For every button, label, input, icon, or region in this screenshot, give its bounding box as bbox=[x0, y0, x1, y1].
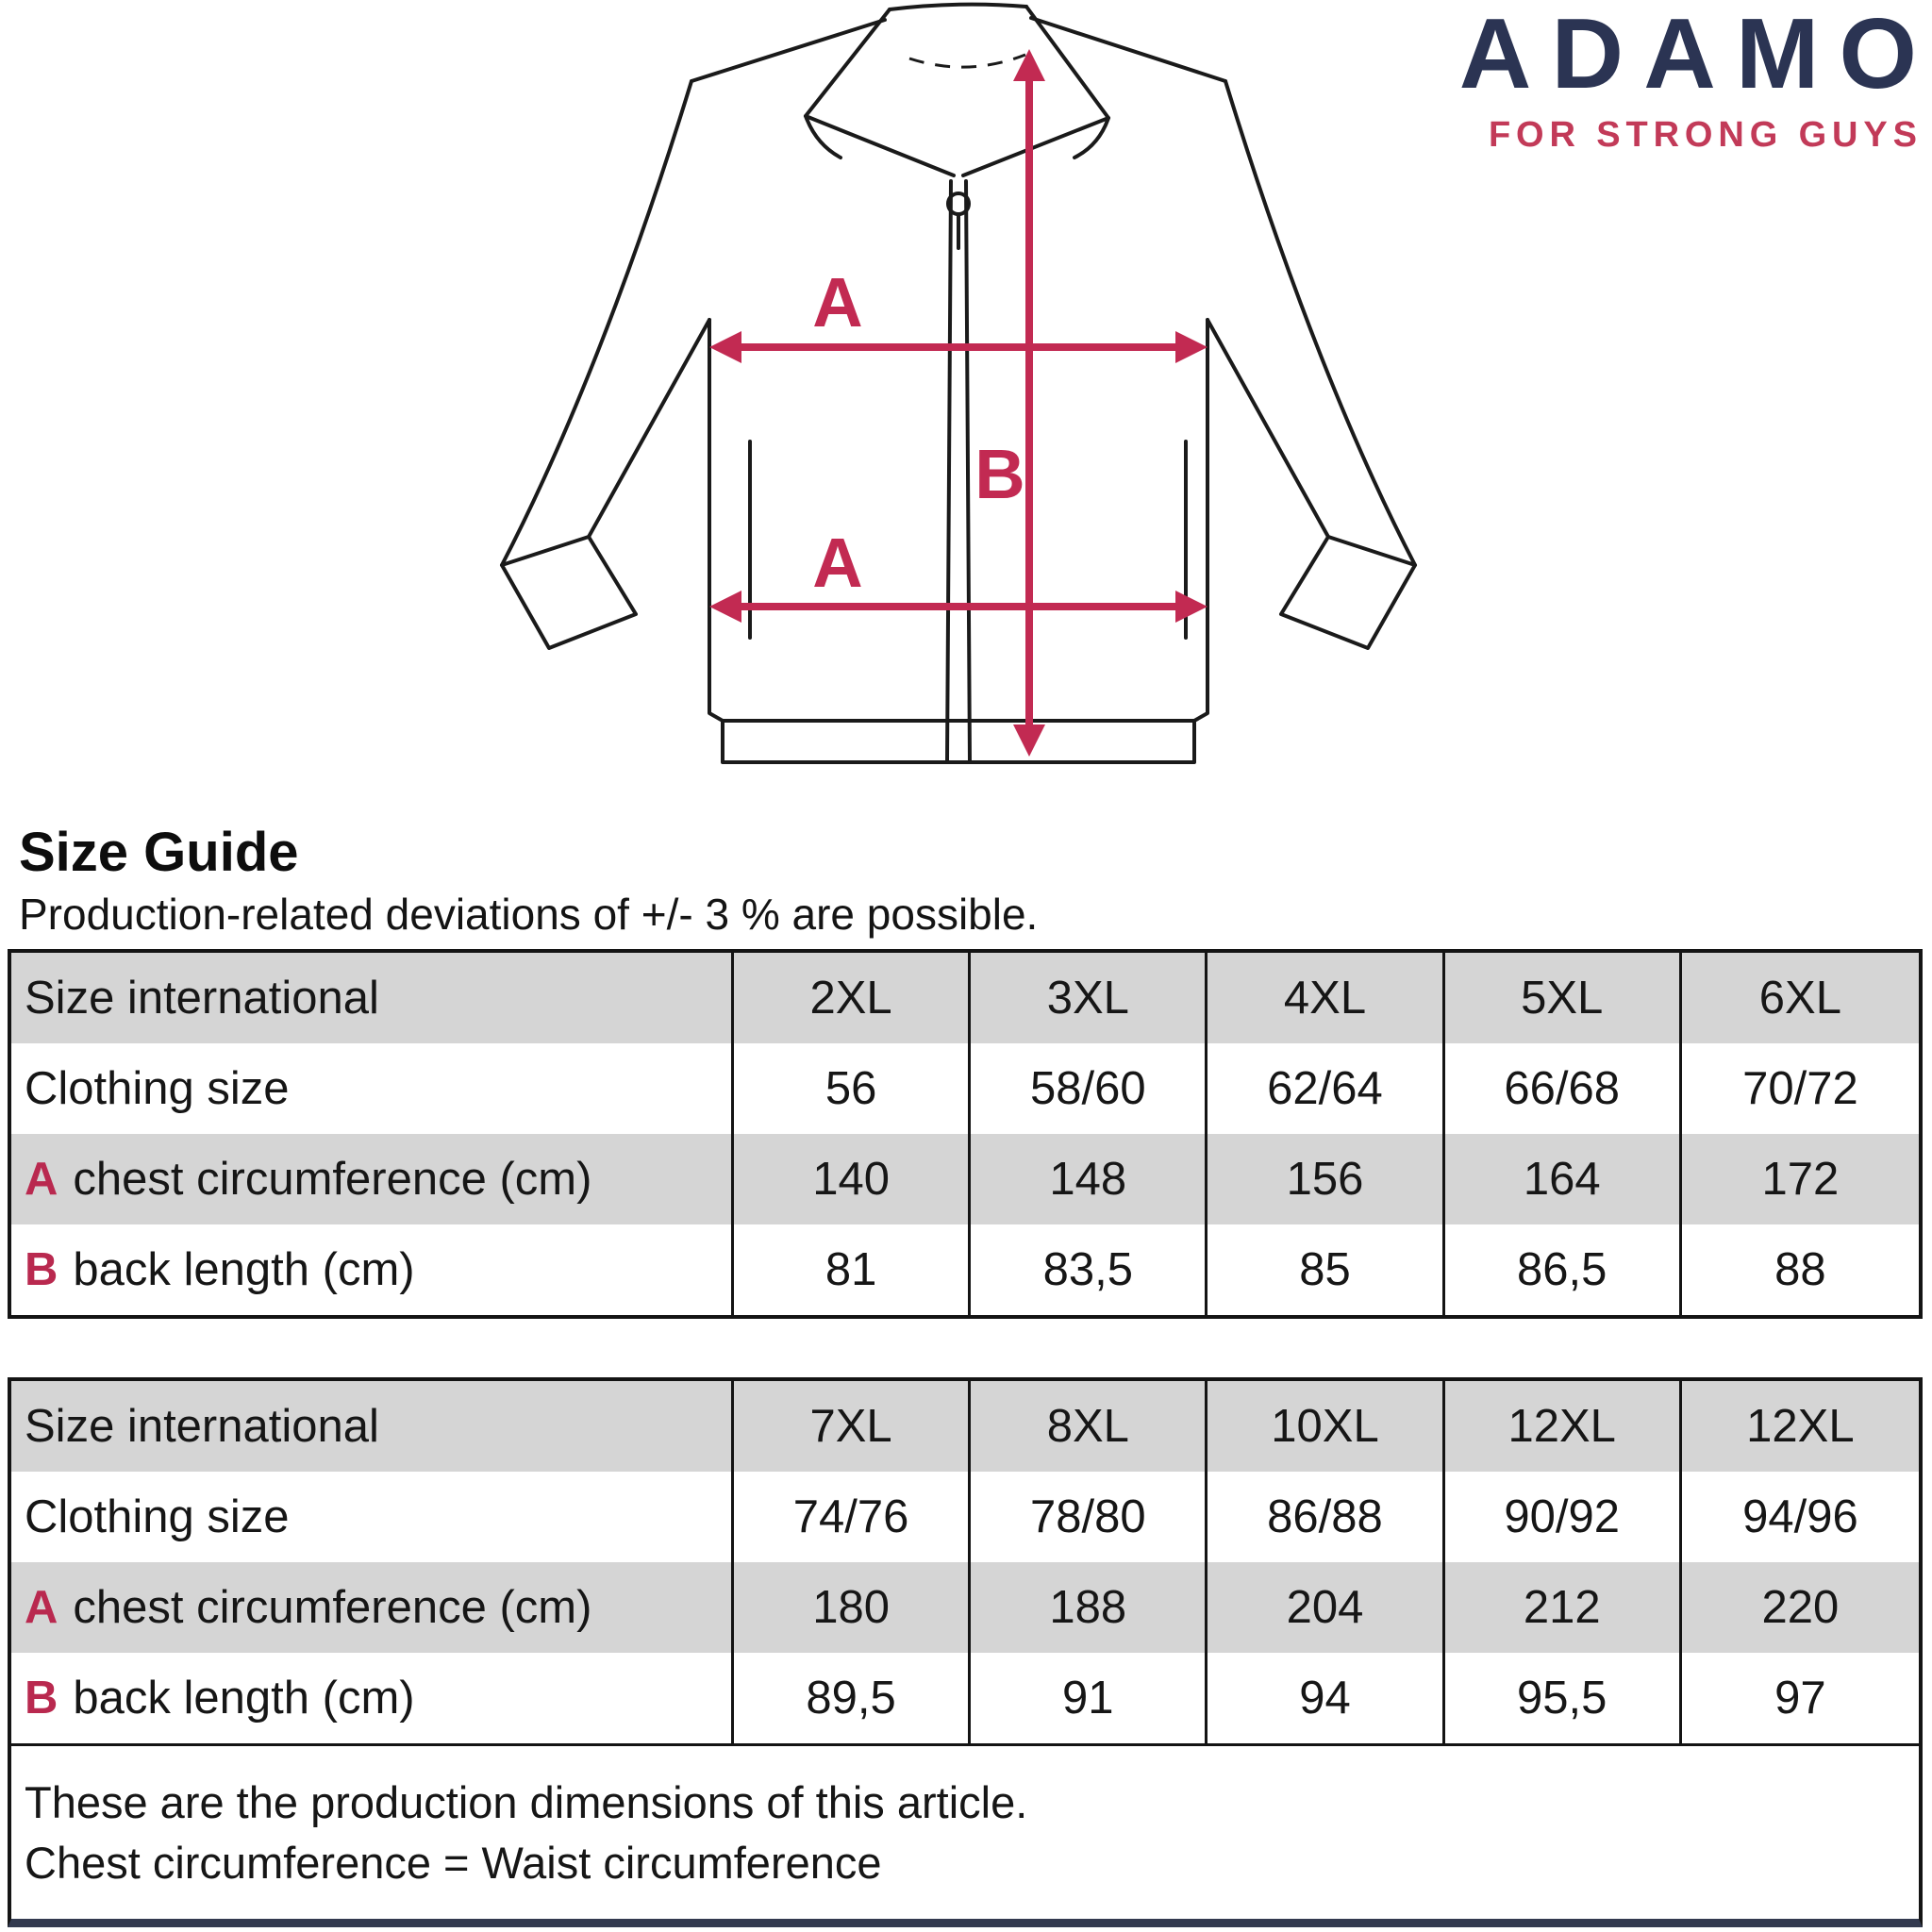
neckline-dashed-line bbox=[908, 53, 1026, 69]
page-title: Size Guide bbox=[19, 822, 299, 883]
size-table-1: Size international 2XL 3XL 4XL 5XL 6XL Clothin… bbox=[8, 949, 1923, 1319]
row-label-text: Clothing size bbox=[25, 1491, 290, 1542]
row-label-text: back length (cm) bbox=[73, 1244, 415, 1295]
table-cell: 164 bbox=[1444, 1134, 1682, 1224]
table-cell: 78/80 bbox=[971, 1472, 1208, 1562]
table-cell: 95,5 bbox=[1445, 1653, 1682, 1743]
row-label-text: Size international bbox=[25, 973, 379, 1024]
table-cell: 5XL bbox=[1444, 953, 1682, 1043]
table-cell: 91 bbox=[971, 1653, 1208, 1743]
table-cell: 172 bbox=[1681, 1134, 1919, 1224]
table-cell: 4XL bbox=[1208, 953, 1445, 1043]
row-label: Size international bbox=[11, 1381, 734, 1472]
jacket-measurement-diagram: A A B bbox=[500, 2, 1417, 764]
table-cell: 90/92 bbox=[1445, 1472, 1682, 1562]
table-cell: 83,5 bbox=[971, 1224, 1208, 1315]
table-cell: 58/60 bbox=[971, 1043, 1208, 1134]
table-cell: 62/64 bbox=[1208, 1043, 1445, 1134]
table-cell: 6XL bbox=[1681, 953, 1919, 1043]
table-cell: 3XL bbox=[971, 953, 1208, 1043]
table-cell: 220 bbox=[1681, 1562, 1919, 1653]
row-label-text: chest circumference (cm) bbox=[73, 1154, 592, 1205]
label-b-length: B bbox=[974, 435, 1024, 513]
row-prefix-letter: B bbox=[25, 1673, 58, 1724]
table-cell: 56 bbox=[734, 1043, 972, 1134]
table-footer-note: These are the production dimensions of t… bbox=[11, 1743, 1919, 1919]
row-label-text: Size international bbox=[25, 1401, 379, 1452]
row-prefix-letter: A bbox=[25, 1582, 58, 1633]
table-cell: 66/68 bbox=[1445, 1043, 1682, 1134]
table-cell: 10XL bbox=[1208, 1381, 1445, 1472]
table-cell: 188 bbox=[971, 1562, 1208, 1653]
table-cell: 89,5 bbox=[734, 1653, 972, 1743]
row-label: Clothing size bbox=[11, 1472, 734, 1562]
table-cell: 81 bbox=[734, 1224, 972, 1315]
label-a-hem: A bbox=[812, 524, 862, 602]
table-cell: 180 bbox=[734, 1562, 972, 1653]
table-cell: 86/88 bbox=[1208, 1472, 1445, 1562]
table-cell: 85 bbox=[1208, 1224, 1445, 1315]
measurement-arrows bbox=[709, 49, 1208, 757]
heading-block: Size Guide Production-related deviations… bbox=[19, 823, 1038, 938]
table-cell: 88 bbox=[1774, 1244, 1826, 1295]
size-table-2: Size international 7XL 8XL 10XL 12XL 12XL Clot… bbox=[8, 1377, 1923, 1927]
table-cell: 140 bbox=[734, 1134, 972, 1224]
table-cell: 74/76 bbox=[734, 1472, 972, 1562]
brand-tagline: FOR STRONG GUYS bbox=[1488, 115, 1923, 155]
row-label-text: chest circumference (cm) bbox=[73, 1582, 592, 1633]
table-cell: 148 bbox=[971, 1134, 1208, 1224]
table-cell: 70/72 bbox=[1742, 1063, 1858, 1114]
table-cell: 86,5 bbox=[1445, 1224, 1682, 1315]
table-cell: 212 bbox=[1444, 1562, 1682, 1653]
row-label-text: back length (cm) bbox=[73, 1673, 415, 1724]
row-label-text: Clothing size bbox=[25, 1063, 290, 1114]
label-a-chest: A bbox=[812, 263, 862, 341]
table-cell: 7XL bbox=[734, 1381, 972, 1472]
footer-note-line: These are the production dimensions of t… bbox=[25, 1776, 1028, 1827]
brand-logo: ADAMO FOR STRONG GUYS bbox=[1459, 4, 1917, 153]
table-cell: 156 bbox=[1208, 1134, 1445, 1224]
table-cell: 94/96 bbox=[1742, 1491, 1858, 1542]
table-cell: 97 bbox=[1774, 1673, 1826, 1724]
table-cell: 204 bbox=[1208, 1562, 1445, 1653]
brand-name: ADAMO bbox=[1458, 0, 1932, 109]
row-prefix-letter: A bbox=[25, 1154, 58, 1205]
jacket-outline bbox=[500, 2, 1417, 764]
row-label: Clothing size bbox=[11, 1043, 734, 1134]
table-cell: 2XL bbox=[734, 953, 972, 1043]
table-cell: 12XL bbox=[1444, 1381, 1682, 1472]
footer-note-line: Chest circumference = Waist circumferenc… bbox=[25, 1837, 882, 1888]
row-prefix-letter: B bbox=[25, 1244, 58, 1295]
table-cell: 8XL bbox=[971, 1381, 1208, 1472]
row-label: Size international bbox=[11, 953, 734, 1043]
table-cell: 12XL bbox=[1681, 1381, 1919, 1472]
page-subtitle: Production-related deviations of +/- 3 %… bbox=[19, 889, 1039, 939]
table-cell: 94 bbox=[1208, 1653, 1445, 1743]
